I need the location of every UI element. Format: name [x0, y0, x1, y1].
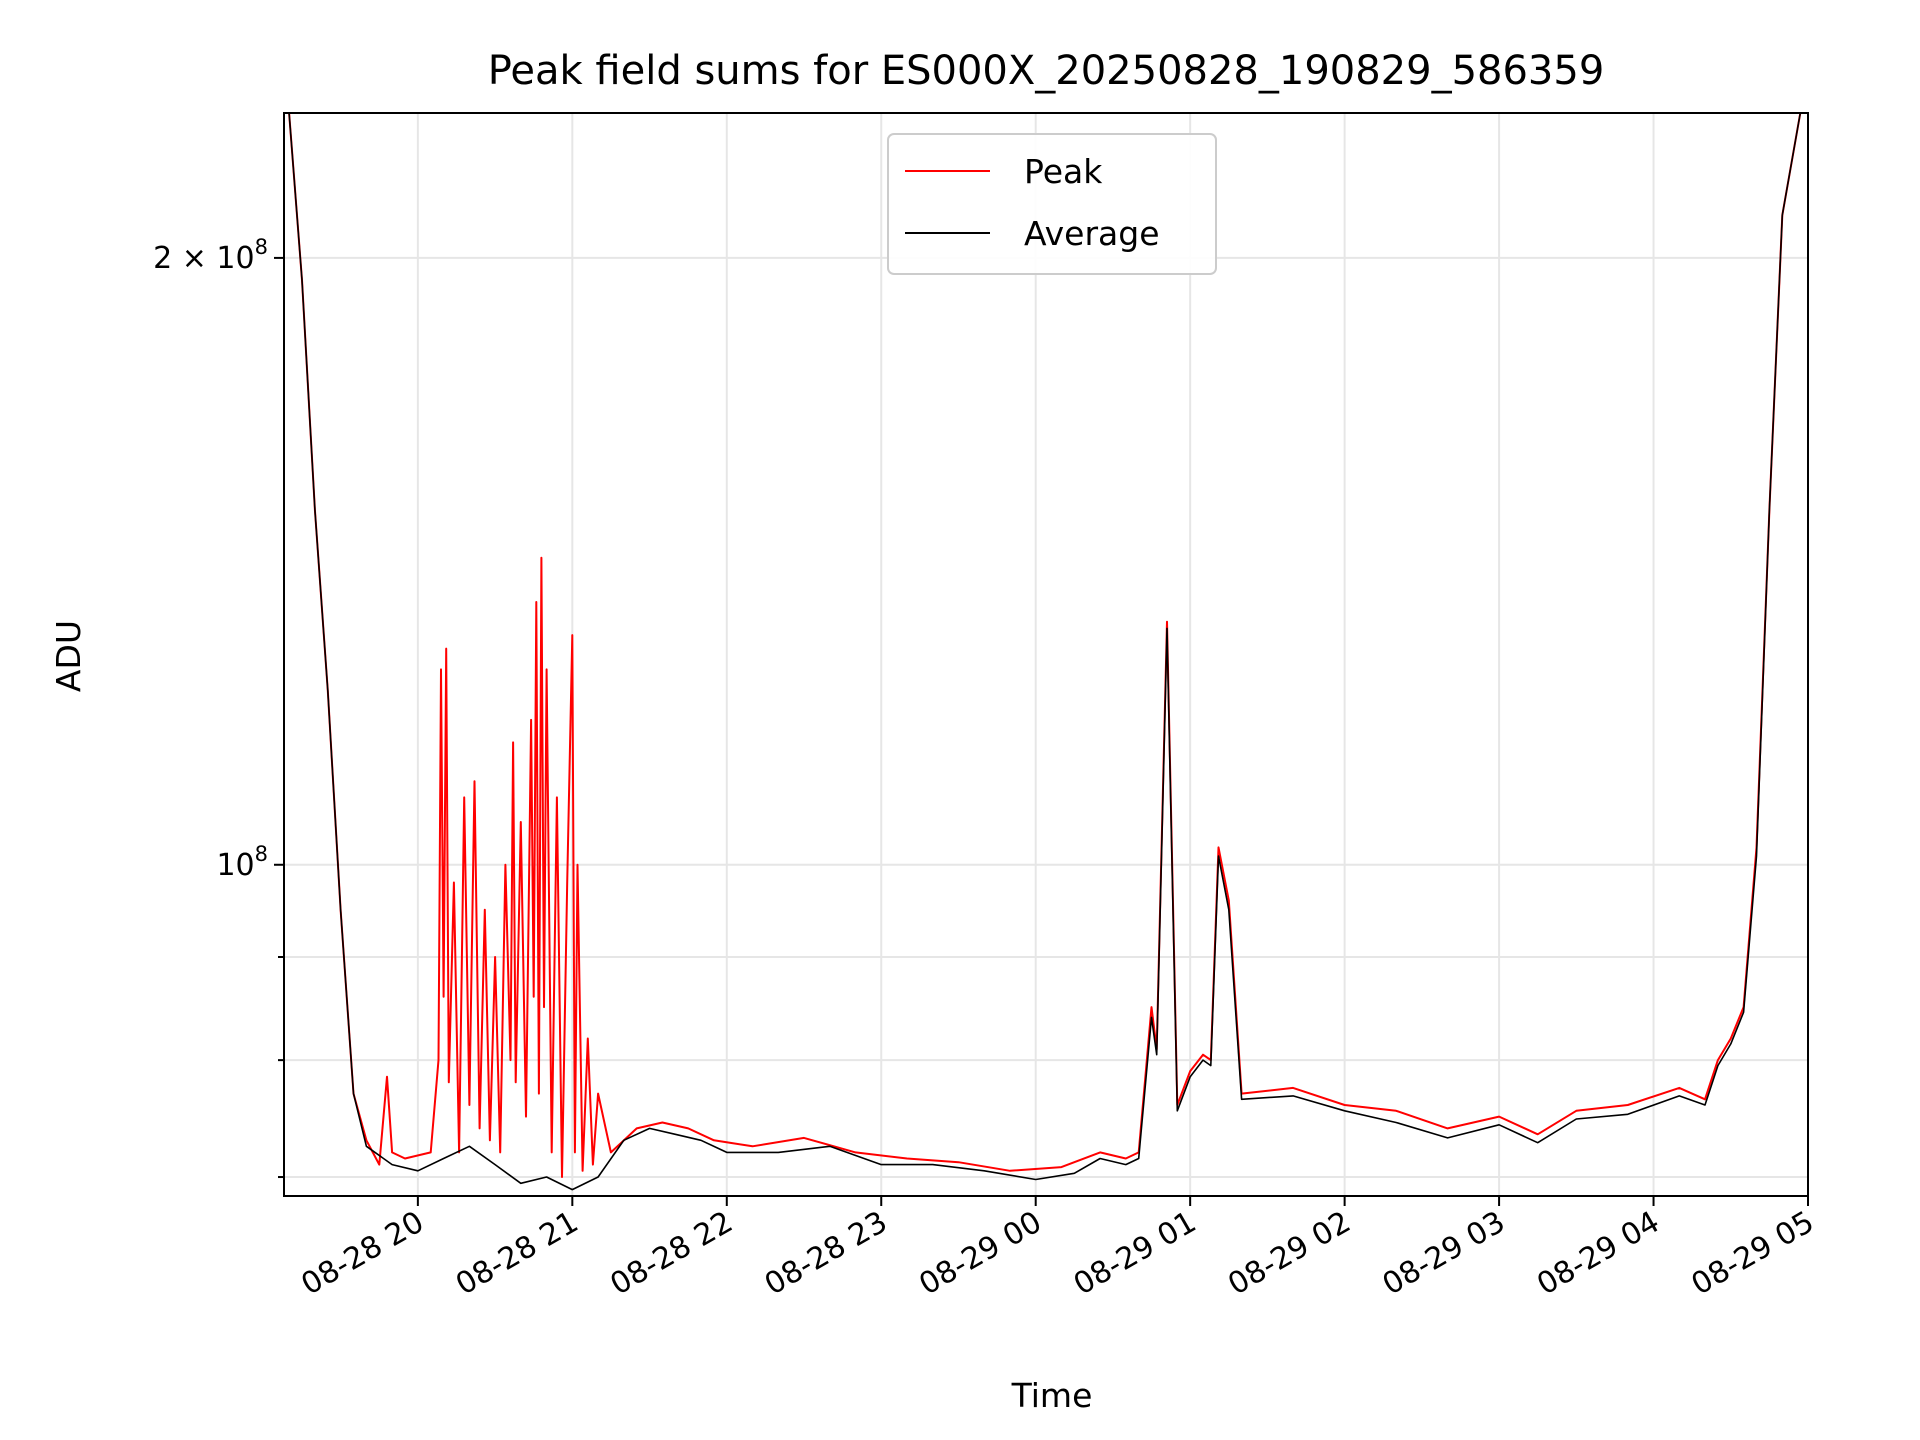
y-axis: 2 × 108 108 [153, 235, 284, 1179]
legend-label-average: Average [1024, 214, 1160, 253]
y-tick-label-0: 2 × 108 [153, 235, 268, 276]
legend: Peak Average [887, 133, 1217, 275]
series-line-peak [288, 112, 1802, 1178]
legend-label-peak: Peak [1024, 152, 1103, 191]
plot-frame [283, 112, 1809, 1197]
legend-box [887, 133, 1217, 275]
chart-title: Peak field sums for ES000X_20250828_1908… [488, 48, 1605, 94]
series-line-average [288, 112, 1802, 1191]
x-axis-label: Time [1011, 1376, 1093, 1415]
y-axis-label: ADU [49, 620, 88, 692]
series-layer [288, 112, 1802, 1191]
y-tick-label-1: 108 [216, 842, 268, 883]
